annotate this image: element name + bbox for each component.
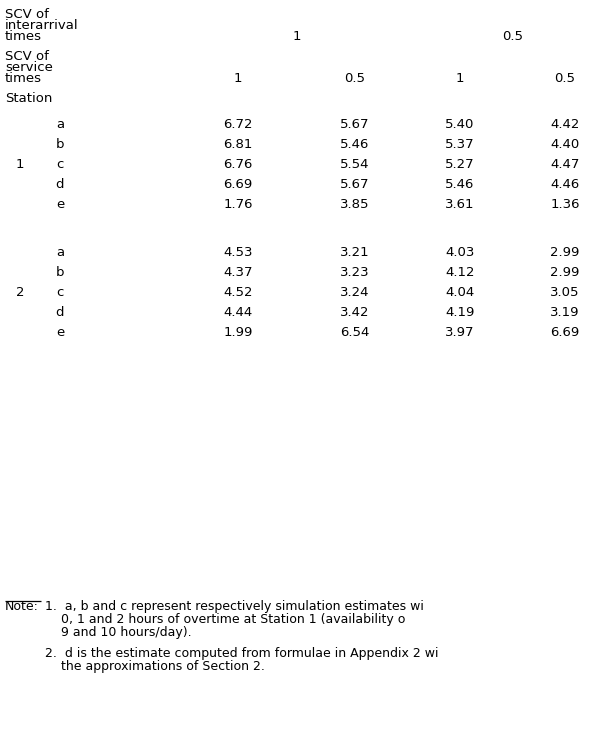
Text: 4.52: 4.52 bbox=[223, 286, 253, 299]
Text: 4.46: 4.46 bbox=[550, 178, 580, 191]
Text: d: d bbox=[56, 306, 64, 319]
Text: service: service bbox=[5, 61, 53, 74]
Text: 1.76: 1.76 bbox=[223, 198, 253, 211]
Text: 4.03: 4.03 bbox=[445, 246, 474, 259]
Text: Station: Station bbox=[5, 92, 52, 105]
Text: 3.19: 3.19 bbox=[550, 306, 580, 319]
Text: 4.37: 4.37 bbox=[223, 266, 253, 279]
Text: 1: 1 bbox=[234, 72, 242, 85]
Text: SCV of: SCV of bbox=[5, 8, 49, 21]
Text: 3.97: 3.97 bbox=[445, 326, 474, 339]
Text: a: a bbox=[56, 118, 64, 131]
Text: 3.42: 3.42 bbox=[340, 306, 370, 319]
Text: 4.42: 4.42 bbox=[550, 118, 580, 131]
Text: 9 and 10 hours/day).: 9 and 10 hours/day). bbox=[45, 626, 192, 639]
Text: d: d bbox=[56, 178, 64, 191]
Text: 6.54: 6.54 bbox=[340, 326, 370, 339]
Text: e: e bbox=[56, 326, 64, 339]
Text: 4.40: 4.40 bbox=[550, 138, 580, 151]
Text: 1: 1 bbox=[455, 72, 464, 85]
Text: 4.53: 4.53 bbox=[223, 246, 253, 259]
Text: 1.36: 1.36 bbox=[550, 198, 580, 211]
Text: 3.85: 3.85 bbox=[340, 198, 370, 211]
Text: 1.  a, b and c represent respectively simulation estimates wi: 1. a, b and c represent respectively sim… bbox=[45, 600, 424, 613]
Text: 2.99: 2.99 bbox=[550, 246, 580, 259]
Text: the approximations of Section 2.: the approximations of Section 2. bbox=[45, 660, 265, 673]
Text: 6.81: 6.81 bbox=[223, 138, 253, 151]
Text: interarrival: interarrival bbox=[5, 19, 78, 32]
Text: times: times bbox=[5, 30, 42, 43]
Text: 5.67: 5.67 bbox=[340, 118, 370, 131]
Text: 5.67: 5.67 bbox=[340, 178, 370, 191]
Text: times: times bbox=[5, 72, 42, 85]
Text: b: b bbox=[56, 138, 64, 151]
Text: c: c bbox=[56, 286, 64, 299]
Text: 2: 2 bbox=[16, 286, 25, 299]
Text: 5.46: 5.46 bbox=[340, 138, 370, 151]
Text: 3.05: 3.05 bbox=[550, 286, 580, 299]
Text: 6.69: 6.69 bbox=[550, 326, 580, 339]
Text: 4.44: 4.44 bbox=[223, 306, 253, 319]
Text: 5.40: 5.40 bbox=[445, 118, 474, 131]
Text: b: b bbox=[56, 266, 64, 279]
Text: 3.61: 3.61 bbox=[445, 198, 474, 211]
Text: 3.24: 3.24 bbox=[340, 286, 370, 299]
Text: 6.76: 6.76 bbox=[223, 158, 253, 171]
Text: 1: 1 bbox=[16, 158, 25, 171]
Text: 0.5: 0.5 bbox=[555, 72, 576, 85]
Text: 1: 1 bbox=[292, 30, 301, 43]
Text: 6.72: 6.72 bbox=[223, 118, 253, 131]
Text: 5.54: 5.54 bbox=[340, 158, 370, 171]
Text: 5.27: 5.27 bbox=[445, 158, 475, 171]
Text: 3.23: 3.23 bbox=[340, 266, 370, 279]
Text: 5.46: 5.46 bbox=[445, 178, 474, 191]
Text: a: a bbox=[56, 246, 64, 259]
Text: 4.47: 4.47 bbox=[550, 158, 580, 171]
Text: 3.21: 3.21 bbox=[340, 246, 370, 259]
Text: 1.99: 1.99 bbox=[223, 326, 253, 339]
Text: 2.  d is the estimate computed from formulae in Appendix 2 wi: 2. d is the estimate computed from formu… bbox=[45, 647, 438, 660]
Text: 5.37: 5.37 bbox=[445, 138, 475, 151]
Text: 4.12: 4.12 bbox=[445, 266, 474, 279]
Text: 0.5: 0.5 bbox=[502, 30, 523, 43]
Text: 4.04: 4.04 bbox=[446, 286, 474, 299]
Text: 2.99: 2.99 bbox=[550, 266, 580, 279]
Text: c: c bbox=[56, 158, 64, 171]
Text: 6.69: 6.69 bbox=[223, 178, 253, 191]
Text: 0, 1 and 2 hours of overtime at Station 1 (availability o: 0, 1 and 2 hours of overtime at Station … bbox=[45, 613, 405, 626]
Text: Note:: Note: bbox=[5, 600, 39, 613]
Text: 4.19: 4.19 bbox=[445, 306, 474, 319]
Text: SCV of: SCV of bbox=[5, 50, 49, 63]
Text: 0.5: 0.5 bbox=[345, 72, 365, 85]
Text: e: e bbox=[56, 198, 64, 211]
